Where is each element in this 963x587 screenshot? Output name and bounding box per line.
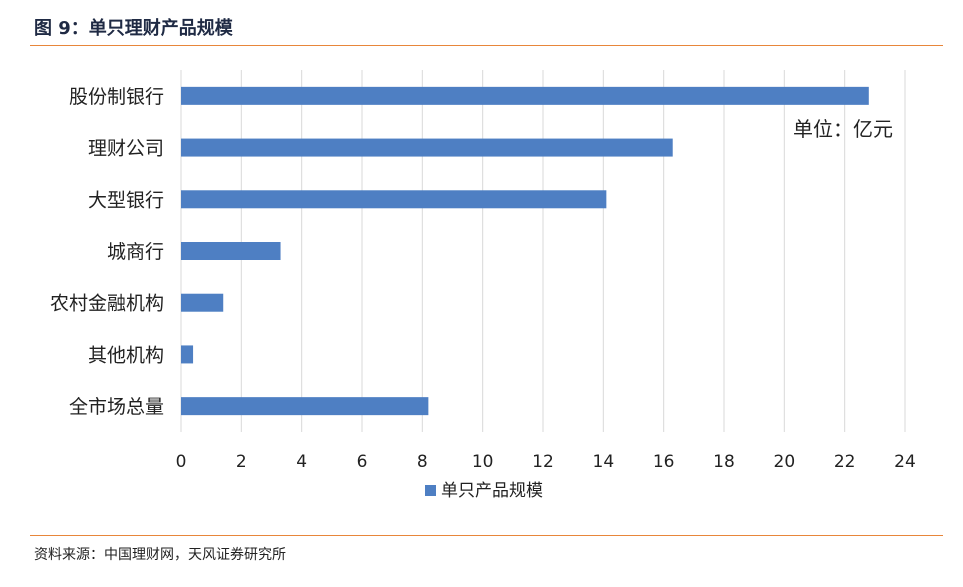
x-tick-label: 16 bbox=[653, 452, 675, 472]
source-note: 资料来源：中国理财网，天风证券研究所 bbox=[34, 547, 286, 563]
bar-2 bbox=[181, 190, 607, 209]
category-label: 股份制银行 bbox=[69, 86, 164, 108]
unit-note: 单位：亿元 bbox=[793, 117, 893, 141]
grid-lines bbox=[180, 70, 906, 432]
bar-6 bbox=[181, 397, 429, 416]
x-tick-labels: 0 2 4 6 8 10 12 14 16 18 20 22 24 bbox=[176, 452, 916, 472]
figure-title: 图 9：单只理财产品规模 bbox=[34, 18, 233, 39]
category-label: 理财公司 bbox=[88, 138, 164, 160]
x-tick-label: 20 bbox=[774, 452, 796, 472]
x-tick-label: 10 bbox=[472, 452, 494, 472]
x-tick-label: 4 bbox=[296, 452, 307, 472]
x-tick-label: 2 bbox=[236, 452, 247, 472]
category-label: 其他机构 bbox=[88, 344, 164, 366]
x-tick-label: 0 bbox=[176, 452, 187, 472]
legend: 单只产品规模 bbox=[425, 481, 543, 501]
bars bbox=[181, 86, 869, 416]
category-label: 全市场总量 bbox=[69, 396, 164, 418]
x-tick-label: 8 bbox=[417, 452, 428, 472]
bar-0 bbox=[181, 86, 869, 105]
x-tick-label: 6 bbox=[357, 452, 368, 472]
bar-3 bbox=[181, 242, 281, 260]
bar-1 bbox=[181, 138, 673, 157]
category-label: 农村金融机构 bbox=[50, 293, 164, 315]
bar-5 bbox=[181, 345, 194, 364]
x-tick-label: 12 bbox=[532, 452, 554, 472]
category-label: 城商行 bbox=[107, 241, 164, 263]
bottom-divider bbox=[30, 535, 943, 536]
x-tick-label: 18 bbox=[713, 452, 735, 472]
top-divider bbox=[30, 45, 943, 46]
legend-label: 单只产品规模 bbox=[441, 481, 543, 501]
category-label: 大型银行 bbox=[88, 189, 164, 211]
x-tick-label: 24 bbox=[894, 452, 916, 472]
x-tick-label: 22 bbox=[834, 452, 856, 472]
bar-4 bbox=[181, 293, 224, 312]
legend-swatch bbox=[425, 485, 436, 496]
x-tick-label: 14 bbox=[593, 452, 615, 472]
